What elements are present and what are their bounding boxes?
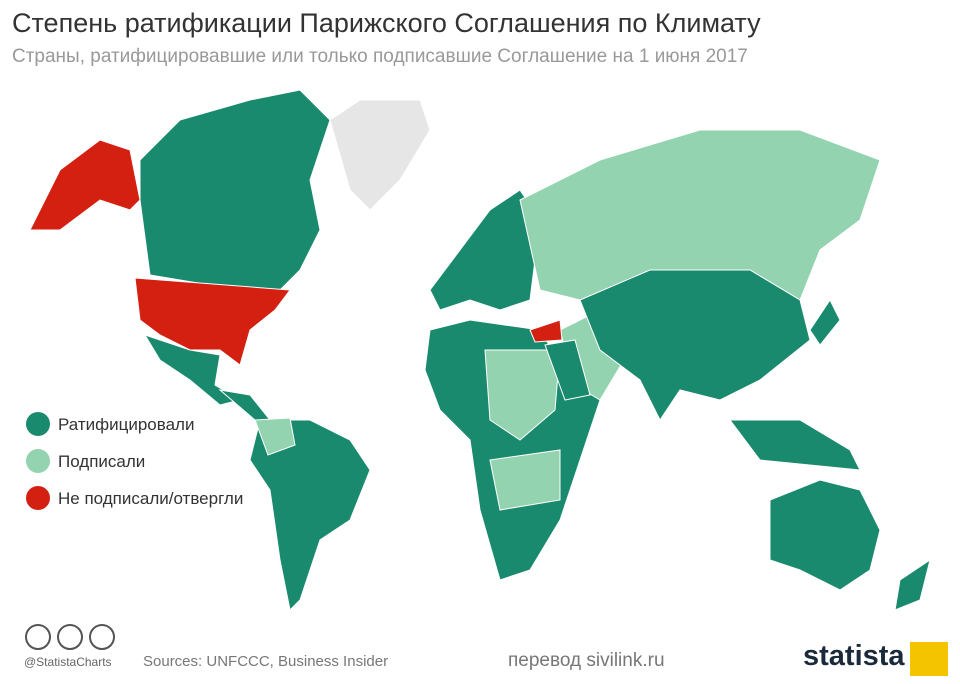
syria [529, 319, 563, 343]
usa [134, 277, 291, 366]
handle: @StatistaCharts [24, 655, 112, 669]
legend-label: Ратифицировали [58, 415, 194, 434]
indonesia [729, 419, 861, 471]
by-icon [57, 624, 83, 650]
subtitle: Страны, ратифицировавшие или только подп… [12, 46, 748, 67]
sources: Sources: UNFCCC, Business Insider [143, 653, 389, 670]
japan [809, 299, 841, 346]
legend-swatch [26, 449, 50, 473]
legend-label: Подписали [58, 452, 145, 471]
legend-label: Не подписали/отвергли [58, 489, 243, 508]
legend-swatch [26, 412, 50, 436]
legend-swatch [26, 486, 50, 510]
australia [769, 479, 881, 591]
title: Степень ратификации Парижского Соглашени… [12, 8, 761, 38]
africa-south-signed [489, 449, 561, 511]
greenland [329, 99, 431, 211]
central-america [218, 389, 272, 421]
cc-icon [25, 624, 51, 650]
legend: Ратифицировали Подписали Не подписали/отве… [26, 412, 243, 510]
south-america [249, 419, 371, 612]
asia [579, 269, 811, 421]
brand: statista [803, 640, 905, 672]
logo-badge [910, 642, 948, 676]
nd-icon [89, 624, 115, 650]
alaska [29, 139, 141, 231]
new-zealand [894, 558, 931, 611]
arabia [544, 339, 591, 401]
canada [139, 89, 331, 301]
colombia [254, 417, 296, 456]
translation: перевод sivilink.ru [508, 650, 665, 671]
